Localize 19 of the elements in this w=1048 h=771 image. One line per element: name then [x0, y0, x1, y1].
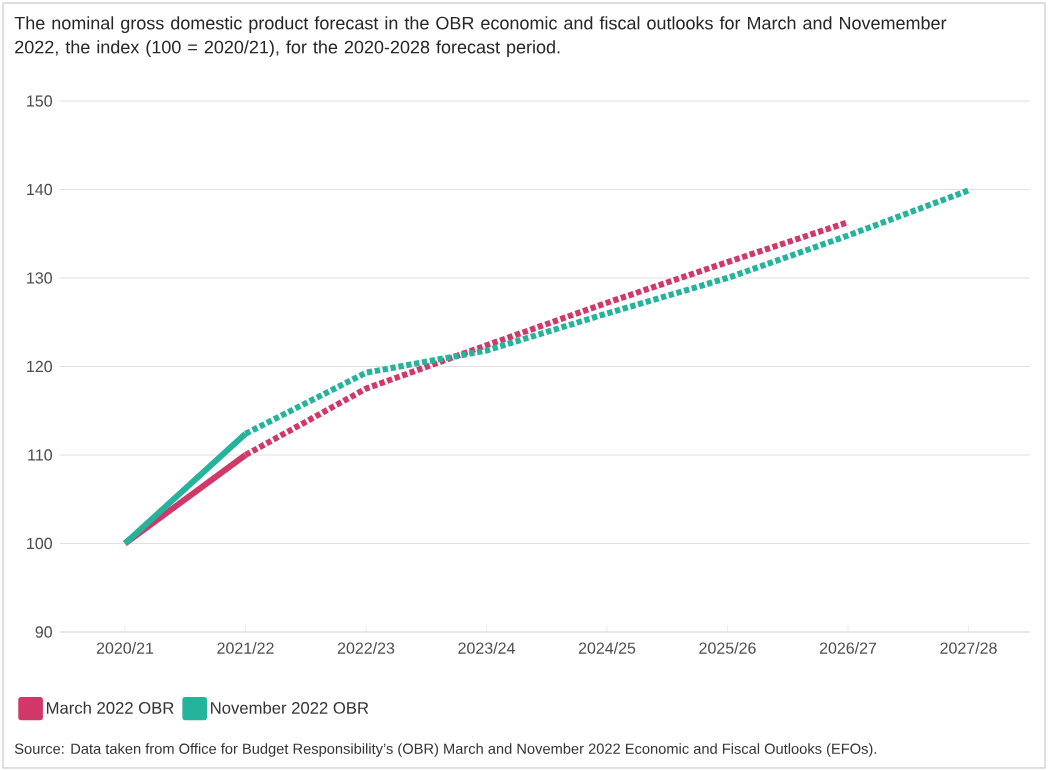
- x-tick-label: 2027/28: [940, 642, 997, 654]
- legend-label: November 2022 OBR: [211, 701, 369, 714]
- y-tick-label: 130: [27, 272, 52, 284]
- x-tick-label: 2024/25: [578, 642, 636, 654]
- x-tick-label: 2022/23: [337, 642, 395, 654]
- source-note: Source: Data taken from Office for Budget Responsibility’s (OBR) March and November 2022 Economic and Fiscal Outlooks (EFOs).: [14, 743, 877, 757]
- y-tick-label: 90: [35, 626, 53, 638]
- y-tick-label: 110: [28, 449, 53, 461]
- x-tick-label: 2026/27: [819, 642, 877, 654]
- x-tick-label: 2020/21: [96, 642, 154, 654]
- chart-title: The nominal gross domestic product forecast in the OBR economic and fiscal outlooks for March and Novemember 2022, the index (100 = 2020/21), for the 2020-2028 forecast period.: [14, 16, 947, 58]
- x-tick-label: 2021/22: [217, 642, 274, 654]
- y-tick-label: 120: [27, 360, 52, 373]
- x-tick-label: 2023/24: [458, 642, 515, 654]
- y-tick-label: 100: [27, 537, 52, 550]
- legend-label: March 2022 OBR: [46, 701, 174, 714]
- y-tick-label: 140: [27, 183, 52, 196]
- y-tick-label: 150: [27, 95, 52, 107]
- x-tick-label: 2025/26: [699, 642, 756, 654]
